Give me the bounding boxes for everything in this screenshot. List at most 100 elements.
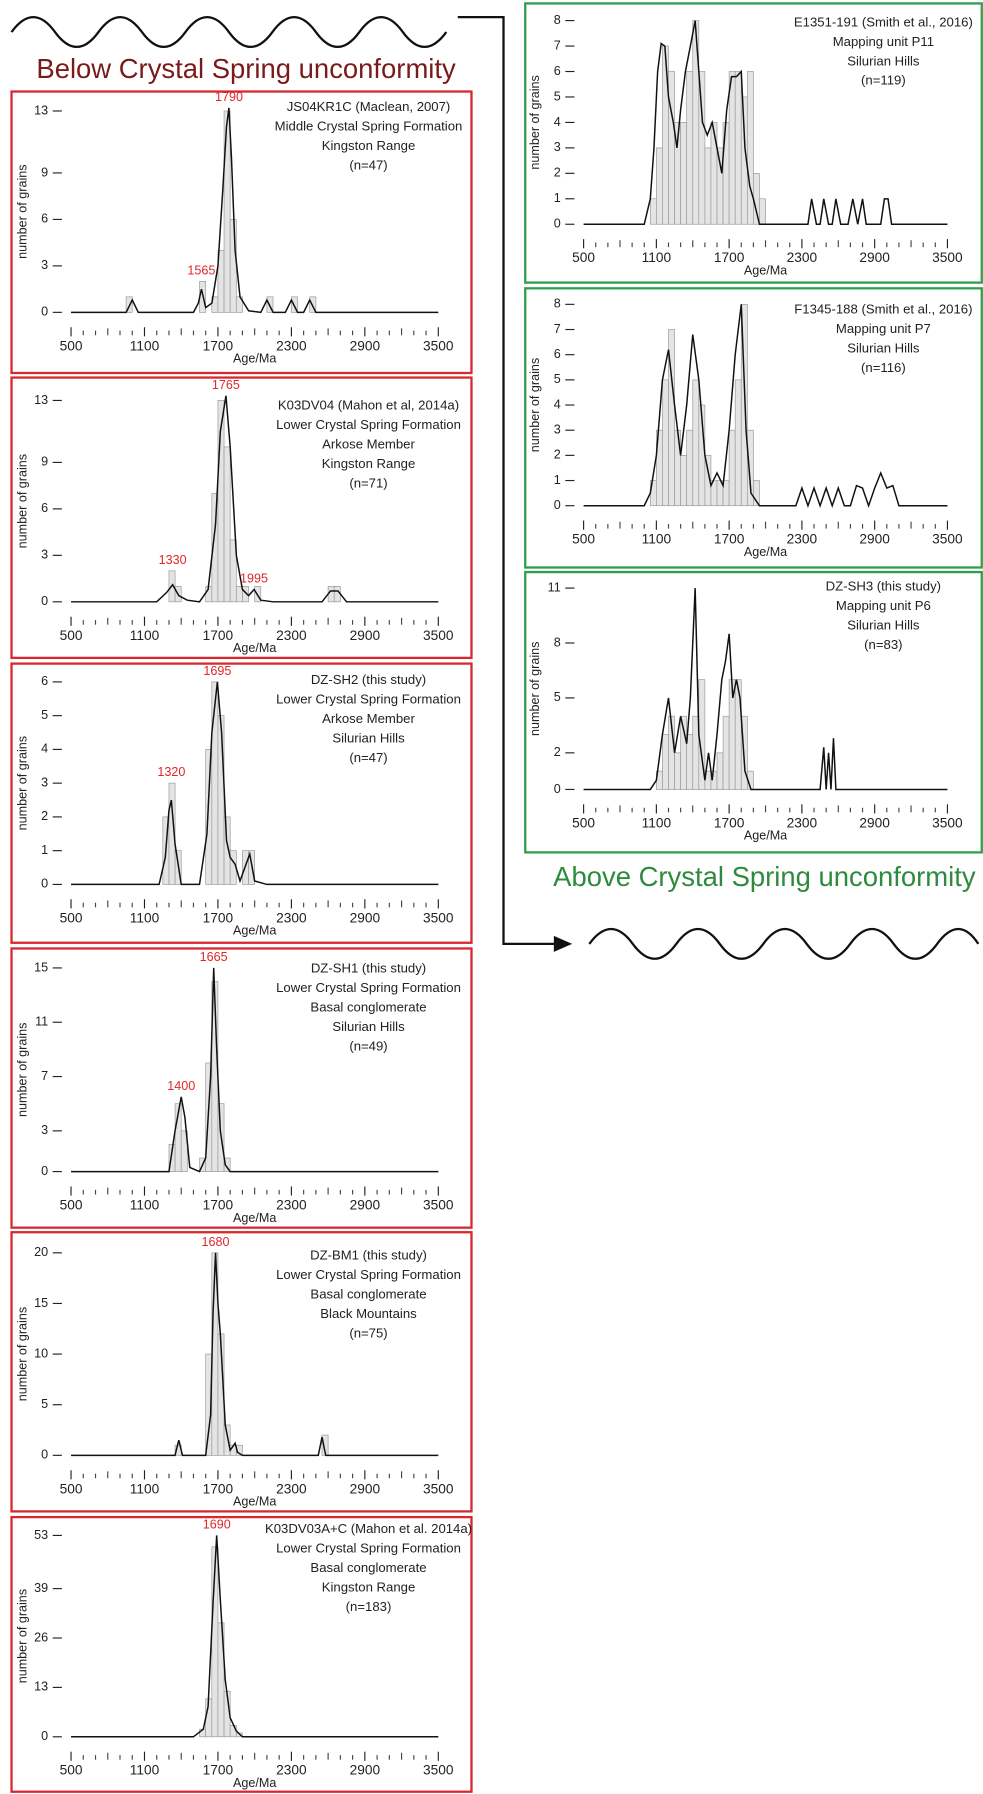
panel-frame <box>10 1231 473 1513</box>
x-axis-label: Age/Ma <box>233 1776 276 1790</box>
histogram-bar <box>734 71 742 225</box>
histogram-bar <box>722 480 730 507</box>
histogram-bar <box>235 585 243 603</box>
y-tick-label: 0 <box>41 305 48 319</box>
x-tick-label: 1700 <box>203 1763 234 1778</box>
y-tick-label: 0 <box>41 877 48 891</box>
peak-label: 1790 <box>215 90 243 104</box>
x-tick-label: 500 <box>60 1198 83 1213</box>
y-tick-label: 7 <box>41 1069 48 1083</box>
sample-label: DZ-BM1 (this study) <box>310 1248 427 1263</box>
y-tick-label: 13 <box>34 1680 48 1694</box>
y-tick-label: 7 <box>554 322 561 336</box>
y-axis-label: number of grains <box>15 1589 29 1683</box>
histogram-bar <box>662 45 669 225</box>
sample-label: Lower Crystal Spring Formation <box>276 417 461 432</box>
y-tick-label: 3 <box>41 258 48 272</box>
x-tick-label: 1700 <box>203 628 234 643</box>
x-tick-label: 500 <box>60 910 83 925</box>
histogram-bar <box>211 681 219 885</box>
y-tick-label: 8 <box>554 635 561 649</box>
y-tick-label: 6 <box>41 212 48 226</box>
y-tick-label: 5 <box>554 372 561 386</box>
x-tick-label: 1100 <box>130 628 160 643</box>
y-tick-label: 13 <box>34 393 48 407</box>
y-tick-label: 2 <box>41 809 48 823</box>
x-axis-label: Age/Ma <box>233 1211 276 1225</box>
y-tick-label: 5 <box>41 1397 48 1411</box>
density-curve <box>583 304 948 508</box>
x-axis-label: Age/Ma <box>233 352 276 366</box>
y-tick-label: 2 <box>554 745 561 759</box>
peak-label: 1680 <box>201 1235 229 1249</box>
y-axis-label: number of grains <box>15 164 29 258</box>
histogram-bar <box>740 303 748 507</box>
peak-label: 1995 <box>240 571 268 585</box>
sample-label: Mapping unit P6 <box>836 598 931 613</box>
sample-label: E1351-191 (Smith et al., 2016) <box>794 14 973 29</box>
sample-label: Mapping unit P11 <box>833 34 934 49</box>
x-axis-label: Age/Ma <box>744 829 787 843</box>
sample-label: Silurian Hills <box>847 53 920 68</box>
sample-label: (n=49) <box>349 1038 387 1053</box>
x-axis-label: Age/Ma <box>744 545 787 559</box>
peak-label: 1330 <box>159 553 187 567</box>
x-tick-label: 2900 <box>859 250 890 265</box>
sample-label: Mapping unit P7 <box>836 321 931 336</box>
y-tick-label: 4 <box>41 742 48 756</box>
x-tick-label: 1700 <box>714 250 745 265</box>
histogram-bar <box>746 429 754 507</box>
histogram-bar <box>728 71 736 225</box>
histogram-bar <box>716 752 724 790</box>
sample-label: Silurian Hills <box>332 1019 405 1034</box>
histogram-bar <box>674 429 681 507</box>
peak-label: 1400 <box>167 1079 195 1093</box>
y-tick-label: 3 <box>41 1123 48 1137</box>
x-tick-label: 3500 <box>423 628 454 643</box>
histogram-bar <box>229 219 237 313</box>
histogram-bar <box>734 379 742 507</box>
x-tick-label: 1700 <box>714 815 745 830</box>
y-tick-label: 5 <box>554 690 561 704</box>
x-tick-label: 1700 <box>203 1481 234 1496</box>
y-tick-label: 0 <box>554 498 561 512</box>
x-tick-label: 1100 <box>130 910 160 925</box>
y-tick-label: 6 <box>554 64 561 78</box>
arrow-head <box>553 935 573 952</box>
histogram-bar <box>333 585 341 603</box>
x-axis-label: Age/Ma <box>233 924 276 938</box>
y-tick-label: 9 <box>41 165 48 179</box>
x-tick-label: 1100 <box>130 338 160 353</box>
x-tick-label: 1100 <box>130 1481 160 1496</box>
sample-label: Silurian Hills <box>847 340 920 355</box>
panel-frame <box>524 570 983 854</box>
y-tick-label: 15 <box>34 1296 48 1310</box>
wavy-line <box>10 16 448 49</box>
histogram-bar <box>662 734 669 790</box>
y-tick-label: 9 <box>41 455 48 469</box>
x-tick-label: 2900 <box>350 910 381 925</box>
y-tick-label: 2 <box>554 166 561 180</box>
x-tick-label: 2300 <box>787 815 818 830</box>
sample-label: (n=75) <box>349 1326 387 1341</box>
y-tick-label: 6 <box>554 347 561 361</box>
histogram-bar <box>327 585 335 603</box>
x-tick-label: 500 <box>572 532 595 547</box>
histogram-bar <box>668 71 675 225</box>
y-tick-label: 0 <box>41 1448 48 1462</box>
y-tick-label: 5 <box>554 89 561 103</box>
density-curve <box>71 395 439 603</box>
x-tick-label: 2900 <box>350 1763 381 1778</box>
y-axis-label: number of grains <box>15 454 29 548</box>
histogram-bar <box>223 1424 231 1456</box>
sample-label: (n=47) <box>349 750 387 765</box>
y-tick-label: 0 <box>554 782 561 796</box>
sample-label: (n=83) <box>864 637 902 652</box>
sample-label: Middle Crystal Spring Formation <box>275 118 463 133</box>
histogram-bar <box>242 585 249 603</box>
density-curve <box>71 1252 439 1457</box>
y-tick-label: 39 <box>34 1581 48 1595</box>
x-tick-label: 500 <box>572 250 595 265</box>
